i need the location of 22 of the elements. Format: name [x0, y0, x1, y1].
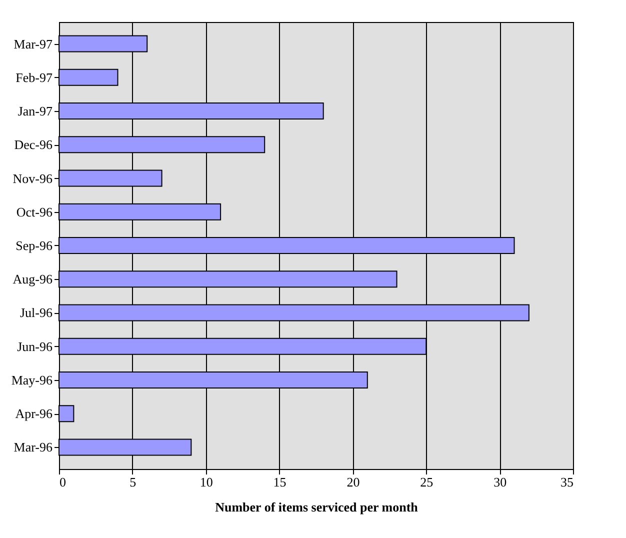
- y-tick-label: Mar-96: [14, 440, 53, 455]
- y-tick-label: Oct-96: [16, 204, 53, 220]
- y-tick-label: May-96: [11, 372, 53, 388]
- x-tick-label: 10: [200, 474, 213, 490]
- y-tick-label: Jan-97: [18, 104, 53, 119]
- x-tick-label: 15: [273, 474, 286, 490]
- y-tick-label: Mar-97: [14, 36, 53, 52]
- x-tick-label: 20: [346, 474, 360, 490]
- y-tick-label: Jun-96: [17, 338, 53, 354]
- y-tick-label: Nov-96: [12, 170, 53, 186]
- y-tick-label: Jul-96: [20, 305, 53, 320]
- y-tick-label: Aug-96: [12, 272, 53, 287]
- x-tick-label: 0: [60, 474, 66, 490]
- y-tick-label: Sep-96: [16, 238, 53, 253]
- x-tick-label: 5: [130, 474, 136, 490]
- x-axis-title: Number of items serviced per month: [215, 500, 419, 514]
- y-tick-label: Apr-96: [15, 406, 53, 422]
- y-tick-label: Dec-96: [14, 137, 53, 152]
- x-tick-label: 30: [494, 474, 507, 490]
- y-tick-label: Feb-97: [16, 70, 53, 85]
- x-tick-label: 25: [420, 474, 434, 490]
- x-tick-label: 35: [560, 474, 574, 490]
